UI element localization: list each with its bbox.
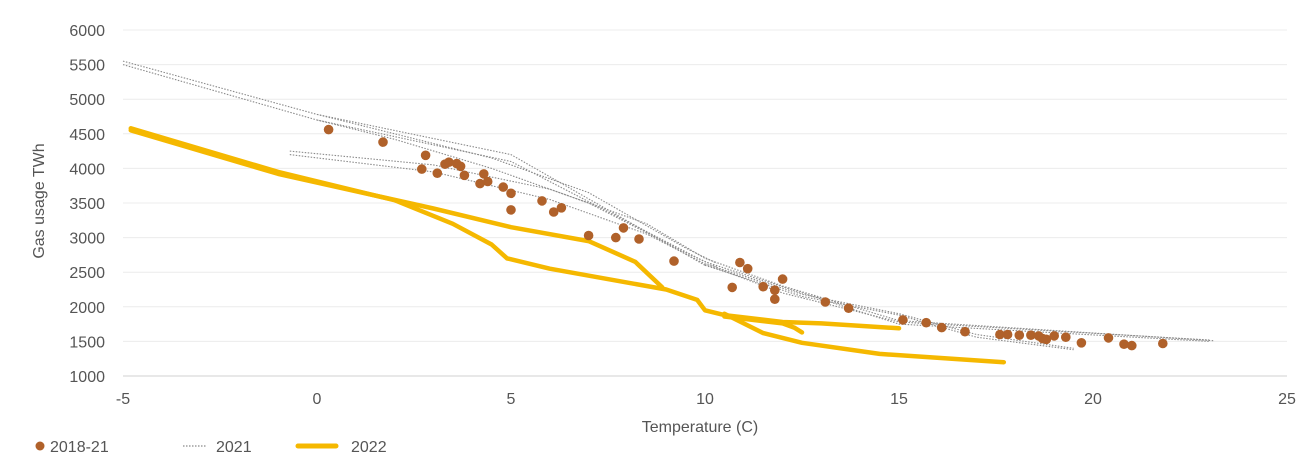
y-tick-label: 3000 (69, 231, 105, 248)
series-2018-21-point (611, 232, 621, 243)
series-2022-lines (128, 126, 1007, 365)
series-2018-21-point (482, 176, 493, 187)
series-2018-21-point (1061, 332, 1071, 343)
series-2018-21-point (770, 294, 780, 305)
series-2018-21-points (323, 124, 1168, 351)
y-tick-label: 2500 (69, 265, 105, 282)
series-2018-21-point (1041, 334, 1052, 345)
series-2018-21-point (475, 178, 485, 189)
x-tick-label: 5 (507, 391, 516, 408)
series-2018-21-point (417, 164, 427, 174)
series-2018-21-point (1119, 339, 1129, 350)
legend-label-2018-21: 2018-21 (50, 439, 109, 456)
series-2018-21-point (455, 161, 466, 172)
y-tick-label: 5000 (69, 92, 105, 109)
x-tick-label: -5 (116, 391, 130, 408)
series-2018-21-point (444, 157, 454, 167)
series-2021-line (289, 154, 1210, 341)
x-tick-label: 25 (1278, 391, 1296, 408)
series-2018-21-point (995, 329, 1005, 340)
series-2018-21-point (820, 297, 831, 307)
series-2018-21-point (960, 326, 970, 337)
y-tick-label: 4000 (69, 161, 105, 178)
x-tick-label: 10 (696, 391, 714, 408)
x-axis-ticks: -5 0 5 10 15 20 25 (116, 391, 1296, 408)
y-tick-label: 1000 (69, 369, 105, 386)
y-axis-ticks: 1000 1500 2000 2500 3000 3500 4000 4500 5000 5500… (69, 23, 105, 386)
series-2021-lines (122, 60, 1214, 351)
legend-label-2022: 2022 (351, 439, 387, 456)
series-2018-21-point (432, 168, 443, 178)
series-2018-21-point (843, 303, 854, 314)
series-2018-21-point (506, 205, 516, 215)
series-2018-21-point (758, 281, 768, 292)
series-2018-21-point (618, 223, 629, 233)
y-tick-label: 5500 (69, 58, 105, 75)
series-2018-21-point (1026, 330, 1036, 341)
series-2018-21-point (669, 256, 679, 266)
grid-lines (123, 29, 1287, 377)
series-2021-line (122, 64, 1210, 342)
series-2018-21-point (1076, 338, 1087, 348)
series-2018-21-point (498, 182, 509, 192)
series-2022-line (128, 128, 665, 290)
series-2018-21-point (634, 234, 644, 244)
series-2018-21-point (1103, 333, 1114, 343)
series-2018-21-point (921, 317, 931, 328)
series-2018-21-point (323, 124, 334, 135)
series-2018-21-point (1049, 331, 1059, 341)
y-tick-label: 1500 (69, 334, 105, 351)
series-2018-21-point (459, 170, 470, 181)
series-2018-21-point (1014, 330, 1025, 341)
series-2021-line (316, 113, 717, 264)
series-2018-21-point (936, 322, 947, 333)
series-2018-21-point (506, 188, 516, 199)
series-2018-21-point (1002, 329, 1013, 340)
series-2018-21-point (898, 315, 908, 325)
series-2021-line (316, 119, 717, 268)
y-tick-label: 2000 (69, 300, 105, 317)
x-tick-label: 0 (313, 391, 322, 408)
series-2018-21-point (420, 150, 431, 161)
y-tick-label: 6000 (69, 23, 105, 40)
series-2022-line (722, 314, 805, 335)
series-2018-21-point (583, 230, 594, 241)
series-2018-21-point (770, 285, 780, 296)
y-axis-title: Gas usage TWh (31, 143, 48, 258)
series-2018-21-point (1158, 338, 1168, 349)
x-tick-label: 20 (1084, 391, 1102, 408)
y-tick-label: 3500 (69, 196, 105, 213)
legend: 2018-21 2021 2022 (35, 439, 387, 456)
series-2018-21-point (479, 169, 489, 179)
series-2018-21-point (727, 282, 737, 293)
series-2018-21-point (735, 257, 745, 268)
y-tick-label: 4500 (69, 127, 105, 144)
series-2018-21-point (742, 263, 753, 274)
legend-marker-2018-21 (35, 441, 45, 451)
series-2018-21-point (548, 207, 559, 217)
x-axis-title: Temperature (C) (642, 419, 758, 436)
legend-label-2021: 2021 (216, 439, 252, 456)
series-2018-21-point (537, 196, 547, 206)
series-2022-line (722, 311, 1007, 365)
series-2021-line (289, 150, 1214, 342)
series-2018-21-point (378, 137, 388, 147)
x-tick-label: 15 (890, 391, 908, 408)
series-2018-21-point (556, 203, 567, 213)
series-2018-21-point (1127, 340, 1137, 351)
series-2018-21-point (777, 274, 788, 284)
